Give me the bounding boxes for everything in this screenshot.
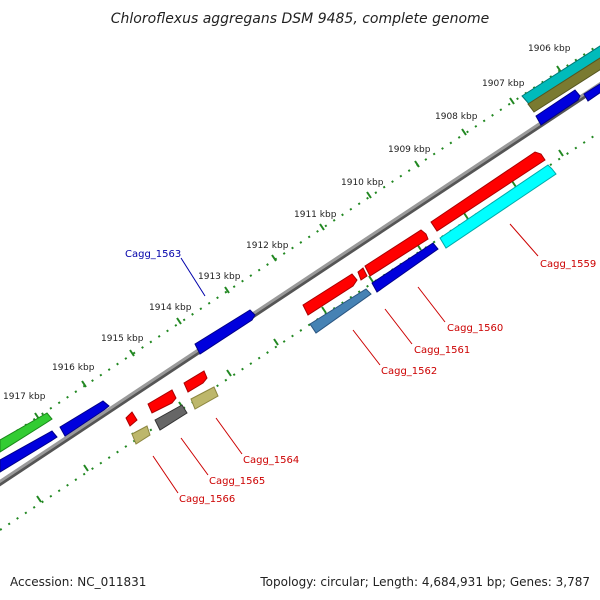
gene-label-cagg-1562[interactable]: Cagg_1562 — [381, 366, 437, 377]
gene-cagg-1559-cyan[interactable] — [439, 164, 557, 249]
gene-cagg-1566-khaki[interactable] — [131, 425, 151, 445]
gene-cagg-1560-red[interactable] — [364, 229, 429, 277]
tick-label: 1917 kbp — [3, 392, 46, 402]
gene-small-red[interactable] — [357, 267, 368, 281]
tick-label: 1912 kbp — [246, 241, 289, 251]
tick-label: 1913 kbp — [198, 272, 241, 282]
map-title: Chloroflexus aggregans DSM 9485, complet… — [111, 11, 490, 27]
outer-scale-ring — [0, 43, 600, 443]
accession-text: Accession: NC_011831 — [10, 575, 146, 589]
tick-label: 1910 kbp — [341, 178, 384, 188]
gene-blue-left[interactable] — [59, 400, 110, 437]
tick-label: 1908 kbp — [435, 112, 478, 122]
gene-labels: Cagg_1559 Cagg_1560 Cagg_1561 Cagg_1562 … — [125, 249, 596, 505]
tick-label: 1907 kbp — [482, 79, 525, 89]
gene-blue-left-lower[interactable] — [0, 430, 58, 473]
gene-cagg-1562-steelblue[interactable] — [309, 288, 372, 334]
gene-label-cagg-1563[interactable]: Cagg_1563 — [125, 249, 181, 260]
tick-label: 1914 kbp — [149, 303, 192, 313]
gene-cagg-1566-red[interactable] — [125, 411, 138, 427]
leader-lines — [152, 223, 539, 494]
gene-cagg-1564-khaki[interactable] — [190, 386, 219, 410]
gene-cagg-1565-gray[interactable] — [154, 404, 188, 431]
gene-label-cagg-1560[interactable]: Cagg_1560 — [447, 323, 503, 334]
gene-label-cagg-1561[interactable]: Cagg_1561 — [414, 345, 470, 356]
gene-cagg-1563-blue[interactable] — [194, 309, 256, 355]
gene-cagg-1559-red[interactable] — [430, 151, 546, 232]
gene-red-long[interactable] — [302, 273, 358, 316]
tick-label: 1909 kbp — [388, 145, 431, 155]
gene-cagg-1564-red[interactable] — [183, 370, 208, 393]
tick-label: 1906 kbp — [528, 44, 571, 54]
topology-summary-text: Topology: circular; Length: 4,684,931 bp… — [259, 575, 590, 589]
gene-cyan-top[interactable] — [521, 45, 600, 105]
genome-backbone-shadow — [0, 82, 600, 487]
gene-blue-top-edge[interactable] — [583, 83, 600, 102]
gene-label-cagg-1566[interactable]: Cagg_1566 — [179, 494, 235, 505]
outer-major-ticks — [34, 65, 562, 420]
tick-label: 1911 kbp — [294, 210, 337, 220]
gene-cagg-1565-red[interactable] — [147, 389, 177, 414]
gene-blue-top[interactable] — [535, 89, 581, 126]
tick-label: 1916 kbp — [52, 363, 95, 373]
gene-cagg-1561-blue[interactable] — [371, 242, 439, 293]
tick-labels: 1906 kbp 1907 kbp 1908 kbp 1909 kbp 1910… — [3, 44, 571, 402]
gene-label-cagg-1564[interactable]: Cagg_1564 — [243, 455, 299, 466]
gene-label-cagg-1565[interactable]: Cagg_1565 — [209, 476, 265, 487]
tick-label: 1915 kbp — [101, 334, 144, 344]
gene-olive-top[interactable] — [527, 57, 600, 113]
genome-backbone — [0, 81, 600, 484]
gene-green-left[interactable] — [0, 412, 53, 453]
gene-label-cagg-1559[interactable]: Cagg_1559 — [540, 259, 596, 270]
